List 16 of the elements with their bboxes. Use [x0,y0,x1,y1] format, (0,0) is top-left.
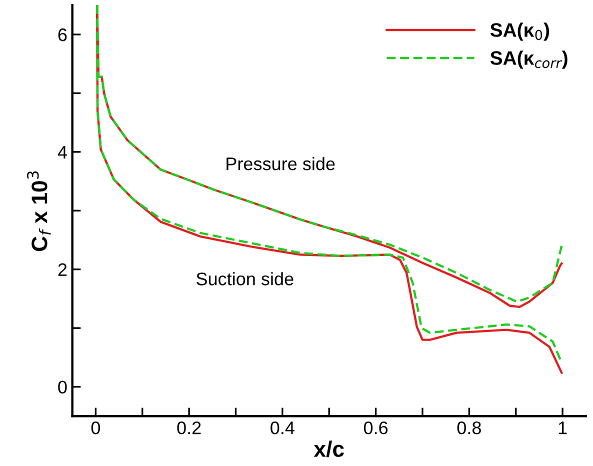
annotation: Pressure side [226,157,335,170]
x-tick-label: 0.2 [177,421,201,434]
x-tick-label: 0 [91,421,100,434]
x-tick-label: 0.6 [364,421,388,434]
x-tick-label: 1 [558,422,567,434]
y-tick-label: 2 [58,263,67,276]
y-axis-title: C$_{f}$ x 10$^{3}$ [27,171,51,252]
x-axis-title: x/c [314,440,344,458]
legend-label: SA(κ$_{0}$) [490,22,550,41]
legend-label: SA(κ$_{corr}$) [490,50,568,69]
y-tick-label: 6 [58,28,67,42]
x-tick-label: 0.4 [270,421,294,434]
annotation: Suction side [196,272,294,286]
y-tick-label: 4 [58,146,67,158]
x-tick-label: 0.8 [457,421,481,434]
y-tick-label: 0 [58,380,67,394]
